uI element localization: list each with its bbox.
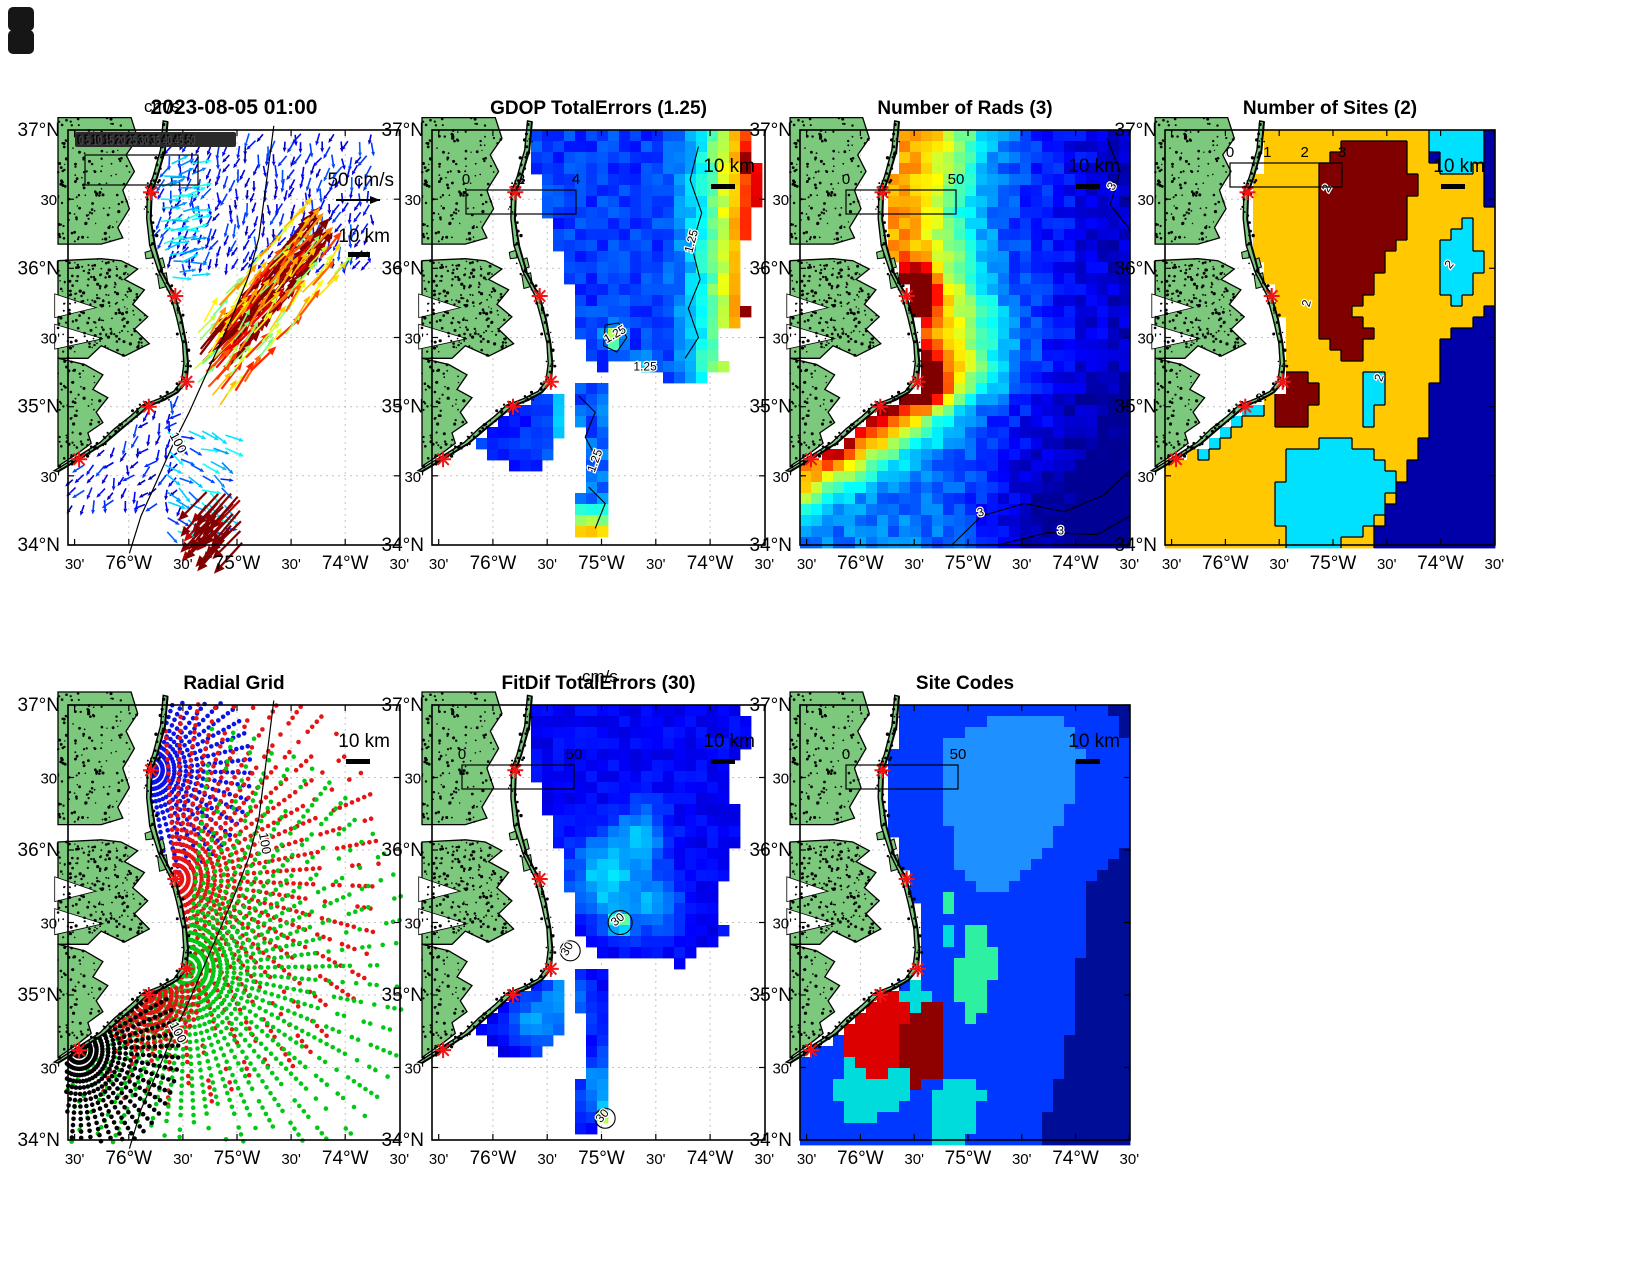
svg-text:30': 30' xyxy=(772,331,792,348)
svg-text:10 km: 10 km xyxy=(703,156,755,177)
svg-text:75°W: 75°W xyxy=(214,553,261,574)
svg-text:30': 30' xyxy=(40,192,60,209)
svg-text:74°W: 74°W xyxy=(1052,553,1099,574)
corner-artifact-top xyxy=(8,7,34,31)
svg-text:0 5 10 15 20 25 30 35 40 45 50: 0 5 10 15 20 25 30 35 40 45 50 xyxy=(79,134,196,149)
map-canvas: 22222012310 km37°N30'36°N30'35°N30'34°N3… xyxy=(1115,116,1504,574)
svg-text:74°W: 74°W xyxy=(687,553,734,574)
svg-text:36°N: 36°N xyxy=(750,258,792,279)
panel-fitdif-total-errors: cm/s FitDif TotalErrors (30) 30 30 30 0 50 10… xyxy=(382,667,775,1169)
svg-text:4: 4 xyxy=(572,171,580,188)
map-fitdif-total-errors: 30 30 30 0 50 10 km 37°N 30' 36°N 30' 35°N 30' 34°N 3… xyxy=(382,691,774,1169)
svg-text:30': 30' xyxy=(1012,556,1032,573)
map-canvas: 1.251.251.251.250 2 410 km37°N30'36°N30'35… xyxy=(382,116,775,574)
svg-text:30': 30' xyxy=(40,469,60,486)
panel-radial-grid: Radial Grid 100 100 10 km 37°N 30' 36°N 30' 35°… xyxy=(18,673,410,1169)
map-number-of-rads: 3 3 3 0 50 10 km 37°N 30' 36°N 30' 35°N 30' 34°N 30' 7… xyxy=(750,116,1139,574)
svg-text:30': 30' xyxy=(1120,556,1140,573)
svg-text:30': 30' xyxy=(65,556,85,573)
svg-text:30': 30' xyxy=(404,331,424,348)
svg-text:30': 30' xyxy=(404,192,424,209)
svg-text:30': 30' xyxy=(390,556,410,573)
svg-text:50 cm/s: 50 cm/s xyxy=(327,170,394,191)
svg-text:74°W: 74°W xyxy=(322,553,369,574)
svg-text:34°N: 34°N xyxy=(750,535,792,556)
svg-text:76°W: 76°W xyxy=(470,553,517,574)
svg-text:75°W: 75°W xyxy=(945,553,992,574)
map-gdop-total-errors: 1.25 1.25 1.25 1.25 0 2 4 10 km 37°N 30' 36°N 30' 35… xyxy=(382,116,774,574)
svg-text:30': 30' xyxy=(772,469,792,486)
svg-text:34°N: 34°N xyxy=(382,535,424,556)
panel-surface-current-vectors: cm/s 2023-08-05 01:00 100 0 5 10 15 20 25… xyxy=(18,96,410,574)
svg-text:30': 30' xyxy=(429,556,449,573)
svg-text:0 5 10 15 20 25 30 35 40 45 50: 0 5 10 15 20 25 30 35 40 45 50 xyxy=(77,133,194,148)
svg-text:30': 30' xyxy=(797,556,817,573)
panel-site-codes: Site Codes 0 50 10 km 37°N 30' 36°N 30' 35°N 30'… xyxy=(750,673,1140,1169)
svg-text:10 km: 10 km xyxy=(338,226,390,247)
svg-text:0: 0 xyxy=(462,171,470,188)
svg-text:37°N: 37°N xyxy=(750,120,792,141)
svg-text:30': 30' xyxy=(772,192,792,209)
map-number-of-sites: 22222012310 km37°N30'36°N30'35°N30'34°N3… xyxy=(1115,116,1504,574)
svg-text:35°N: 35°N xyxy=(382,397,424,418)
svg-text:75°W: 75°W xyxy=(578,553,625,574)
map-radial-grid: 100 100 10 km 37°N 30' 36°N 30' 35°N 30' 34°N 30' 7… xyxy=(18,691,409,1169)
svg-text:36°N: 36°N xyxy=(18,258,60,279)
svg-text:30': 30' xyxy=(646,556,666,573)
svg-text:1.25: 1.25 xyxy=(633,360,657,374)
map-site-codes: 0 50 10 km 37°N 30' 36°N 30' 35°N 30' 34°N 30' 76°W… xyxy=(750,691,1139,1169)
svg-text:37°N: 37°N xyxy=(18,120,60,141)
svg-text:35°N: 35°N xyxy=(750,397,792,418)
svg-text:50: 50 xyxy=(948,171,965,188)
svg-text:36°N: 36°N xyxy=(382,258,424,279)
svg-text:0: 0 xyxy=(842,171,850,188)
svg-text:30': 30' xyxy=(281,556,301,573)
svg-text:76°W: 76°W xyxy=(105,553,152,574)
map-surface-current-vectors: 100 0 5 10 15 20 25 30 35 40 45 50 0 5 10 … xyxy=(18,116,409,574)
corner-artifact-bottom xyxy=(8,30,34,54)
panel-gdop-total-errors: GDOP TotalErrors (1.25) 1.25 1.25 1.25 1.25… xyxy=(382,98,775,574)
svg-text:30': 30' xyxy=(755,556,775,573)
svg-text:30': 30' xyxy=(40,331,60,348)
svg-text:34°N: 34°N xyxy=(18,535,60,556)
svg-text:30': 30' xyxy=(904,556,924,573)
svg-text:35°N: 35°N xyxy=(18,397,60,418)
svg-text:2: 2 xyxy=(517,171,525,188)
svg-text:37°N: 37°N xyxy=(382,120,424,141)
svg-text:30': 30' xyxy=(404,469,424,486)
svg-text:76°W: 76°W xyxy=(837,553,884,574)
svg-text:30': 30' xyxy=(173,556,193,573)
svg-text:3: 3 xyxy=(1057,524,1064,538)
panel-number-of-sites: Number of Sites (2) 22222012310 km37°N30… xyxy=(1115,98,1505,574)
svg-text:30': 30' xyxy=(537,556,557,573)
svg-text:10 km: 10 km xyxy=(1068,156,1120,177)
panel-number-of-rads: Number of Rads (3) 3 3 3 0 50 10 km 37°N 30' 36°… xyxy=(750,98,1140,574)
